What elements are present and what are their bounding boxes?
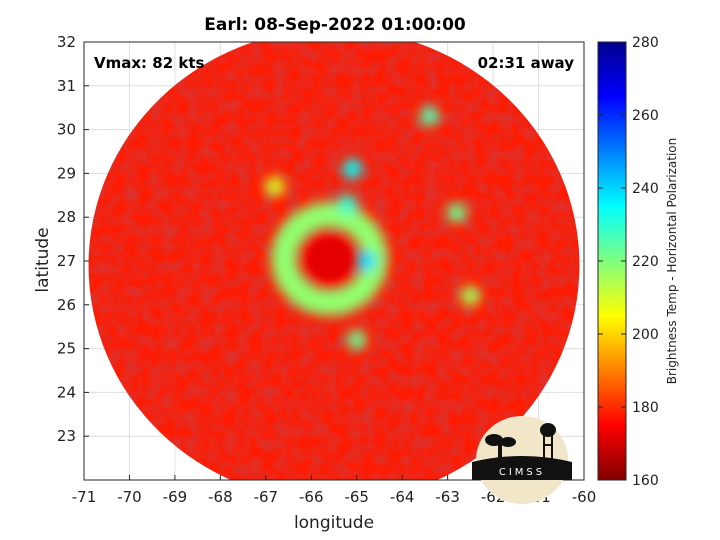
x-tick-label: -64 bbox=[390, 488, 415, 506]
time-away-annotation: 02:31 away bbox=[478, 54, 575, 72]
colorbar-label: Brightness Temp - Horizontal Polarizatio… bbox=[665, 138, 679, 385]
colorbar-tick-label: 260 bbox=[632, 108, 659, 124]
y-tick-label: 28 bbox=[57, 208, 76, 226]
x-tick-label: -68 bbox=[208, 488, 233, 506]
y-tick-label: 30 bbox=[57, 121, 76, 139]
band-ne bbox=[419, 106, 440, 127]
x-tick-label: -66 bbox=[299, 488, 324, 506]
y-tick-label: 29 bbox=[57, 164, 76, 182]
vmax-annotation: Vmax: 82 kts bbox=[94, 54, 204, 72]
x-tick-label: -71 bbox=[72, 488, 97, 506]
logo-text: CIMSS bbox=[499, 467, 545, 478]
colorbar-tick-label: 240 bbox=[632, 181, 659, 197]
colorbar-tick-label: 180 bbox=[632, 400, 659, 416]
y-axis-label: latitude bbox=[33, 227, 53, 292]
colorbar-ticks: 160 180 200 220 240 260 280 bbox=[598, 35, 659, 489]
x-tick-label: -70 bbox=[117, 488, 142, 506]
brightness-temperature-swath bbox=[88, 42, 580, 480]
x-tick-label: -60 bbox=[572, 488, 597, 506]
x-tick-label: -69 bbox=[163, 488, 188, 506]
x-tick-label: -67 bbox=[254, 488, 279, 506]
satellite-dish-icon bbox=[485, 434, 516, 460]
band-south bbox=[346, 329, 367, 350]
water-tower-icon bbox=[540, 423, 556, 460]
y-tick-label: 23 bbox=[57, 427, 76, 445]
logo-ground bbox=[472, 456, 572, 480]
hurricane-eye bbox=[306, 236, 353, 281]
x-tick-label: -65 bbox=[344, 488, 369, 506]
y-tick-label: 31 bbox=[57, 77, 76, 95]
colorbar-tick-label: 280 bbox=[632, 35, 659, 51]
x-axis-label: longitude bbox=[294, 513, 374, 533]
chart-title: Earl: 08-Sep-2022 01:00:00 bbox=[204, 15, 466, 35]
band-north bbox=[342, 159, 363, 180]
band-north-2 bbox=[337, 194, 358, 215]
eyewall-hot-east bbox=[355, 251, 376, 271]
y-tick-label: 26 bbox=[57, 296, 76, 314]
x-tick-label: -63 bbox=[435, 488, 460, 506]
y-axis-ticks: 23 24 25 26 27 28 29 30 31 32 bbox=[57, 33, 89, 445]
warm-features bbox=[264, 106, 481, 350]
colorbar-tick-label: 220 bbox=[632, 254, 659, 270]
colorbar-tick-label: 160 bbox=[632, 473, 659, 489]
y-tick-label: 24 bbox=[57, 383, 76, 401]
y-tick-label: 25 bbox=[57, 340, 76, 358]
y-tick-label: 32 bbox=[57, 33, 76, 51]
band-nw bbox=[264, 176, 285, 197]
colorbar-tick-label: 200 bbox=[632, 327, 659, 343]
band-se bbox=[460, 286, 481, 307]
cimss-logo: CIMSS bbox=[472, 416, 572, 504]
y-tick-label: 27 bbox=[57, 252, 76, 270]
band-east bbox=[446, 202, 467, 223]
